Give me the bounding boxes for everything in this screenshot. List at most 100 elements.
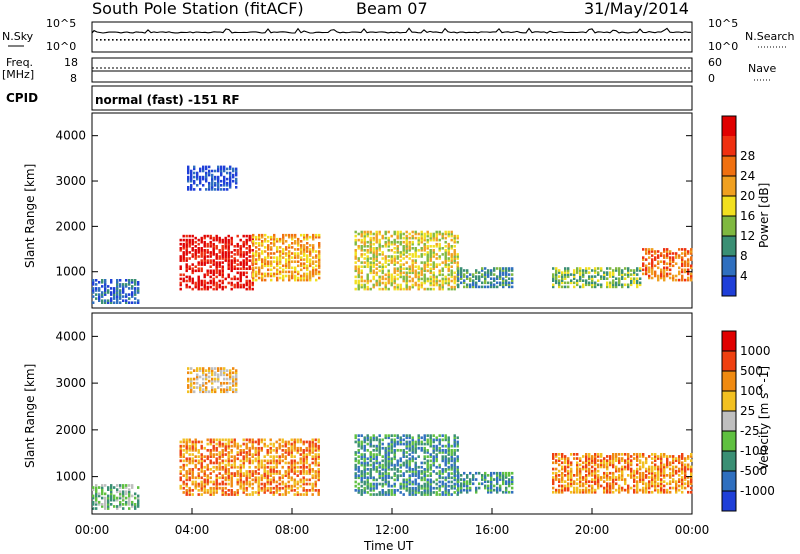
echo-cell: [402, 453, 405, 456]
echo-cell: [588, 471, 591, 475]
echo-cell: [223, 367, 226, 370]
echo-cell: [311, 476, 314, 480]
echo-cell: [648, 256, 651, 259]
echo-cell: [248, 267, 251, 270]
echo-cell: [317, 493, 320, 496]
echo-cell: [381, 468, 384, 471]
echo-cell: [101, 496, 104, 500]
echo-cell: [245, 283, 248, 287]
echo-cell: [453, 442, 456, 446]
echo-cell: [594, 471, 597, 475]
echo-cell: [221, 491, 224, 494]
echo-cell: [239, 459, 242, 463]
nsearch-point: [260, 39, 262, 41]
echo-cell: [179, 283, 182, 287]
echo-cell: [417, 265, 420, 268]
echo-cell: [417, 287, 420, 291]
echo-cell: [236, 493, 239, 496]
echo-cell: [187, 188, 190, 191]
echo-cell: [597, 273, 600, 276]
echo-cell: [227, 440, 230, 444]
echo-cell: [420, 234, 423, 238]
nsearch-point: [684, 39, 686, 41]
echo-cell: [245, 438, 248, 442]
echo-cell: [251, 472, 254, 475]
echo-cell: [200, 253, 203, 256]
echo-cell: [438, 255, 441, 258]
echo-cell: [627, 463, 630, 467]
echo-cell: [291, 272, 294, 276]
echo-cell: [579, 269, 582, 272]
echo-cell: [185, 238, 188, 242]
echo-cell: [305, 482, 308, 486]
echo-cell: [627, 267, 630, 270]
echo-cell: [499, 474, 502, 477]
echo-cell: [642, 453, 645, 456]
colorbar-swatch: [722, 371, 736, 392]
echo-cell: [357, 238, 360, 242]
echo-cell: [657, 457, 660, 460]
echo-cell: [429, 253, 432, 256]
echo-cell: [669, 463, 672, 467]
echo-cell: [408, 275, 411, 279]
echo-cell: [235, 171, 238, 175]
echo-cell: [450, 273, 453, 277]
echo-cell: [414, 474, 417, 477]
echo-cell: [663, 490, 666, 494]
echo-cell: [185, 249, 188, 252]
echo-cell: [627, 275, 630, 278]
echo-cell: [441, 279, 444, 283]
echo-cell: [663, 278, 666, 282]
echo-cell: [366, 486, 369, 490]
echo-cell: [585, 457, 588, 460]
echo-cell: [191, 449, 194, 452]
echo-cell: [390, 461, 393, 465]
echo-cell: [197, 251, 200, 254]
echo-cell: [621, 285, 624, 289]
echo-cell: [209, 245, 212, 248]
echo-cell: [227, 468, 230, 471]
echo-cell: [95, 283, 98, 286]
echo-cell: [245, 470, 248, 473]
echo-cell: [296, 438, 299, 442]
echo-cell: [429, 482, 432, 486]
echo-cell: [98, 503, 101, 506]
echo-cell: [432, 249, 435, 252]
echo-cell: [390, 493, 393, 496]
echo-cell: [481, 273, 484, 276]
echo-cell: [496, 281, 499, 285]
echo-cell: [360, 269, 363, 273]
echo-cell: [131, 494, 134, 498]
echo-cell: [187, 386, 190, 389]
echo-cell: [555, 467, 558, 471]
echo-cell: [654, 478, 657, 481]
echo-cell: [417, 476, 420, 480]
echo-cell: [438, 449, 441, 452]
echo-cell: [457, 271, 460, 274]
echo-cell: [230, 242, 233, 246]
echo-cell: [399, 232, 402, 236]
echo-cell: [128, 503, 131, 506]
echo-cell: [558, 457, 561, 460]
echo-cell: [281, 486, 284, 490]
echo-cell: [206, 478, 209, 482]
echo-cell: [609, 486, 612, 490]
echo-cell: [284, 449, 287, 452]
echo-cell: [209, 442, 212, 446]
echo-cell: [254, 451, 257, 454]
echo-cell: [618, 461, 621, 465]
echo-cell: [438, 242, 441, 246]
echo-cell: [606, 482, 609, 486]
echo-cell: [396, 247, 399, 250]
echo-cell: [278, 489, 281, 492]
echo-cell: [188, 285, 191, 289]
echo-cell: [354, 238, 357, 242]
echo-cell: [417, 279, 420, 283]
echo-cell: [573, 482, 576, 486]
echo-cell: [390, 275, 393, 279]
echo-cell: [561, 484, 564, 488]
echo-cell: [612, 283, 615, 287]
echo-cell: [375, 283, 378, 287]
echo-cell: [669, 471, 672, 475]
echo-cell: [200, 269, 203, 273]
